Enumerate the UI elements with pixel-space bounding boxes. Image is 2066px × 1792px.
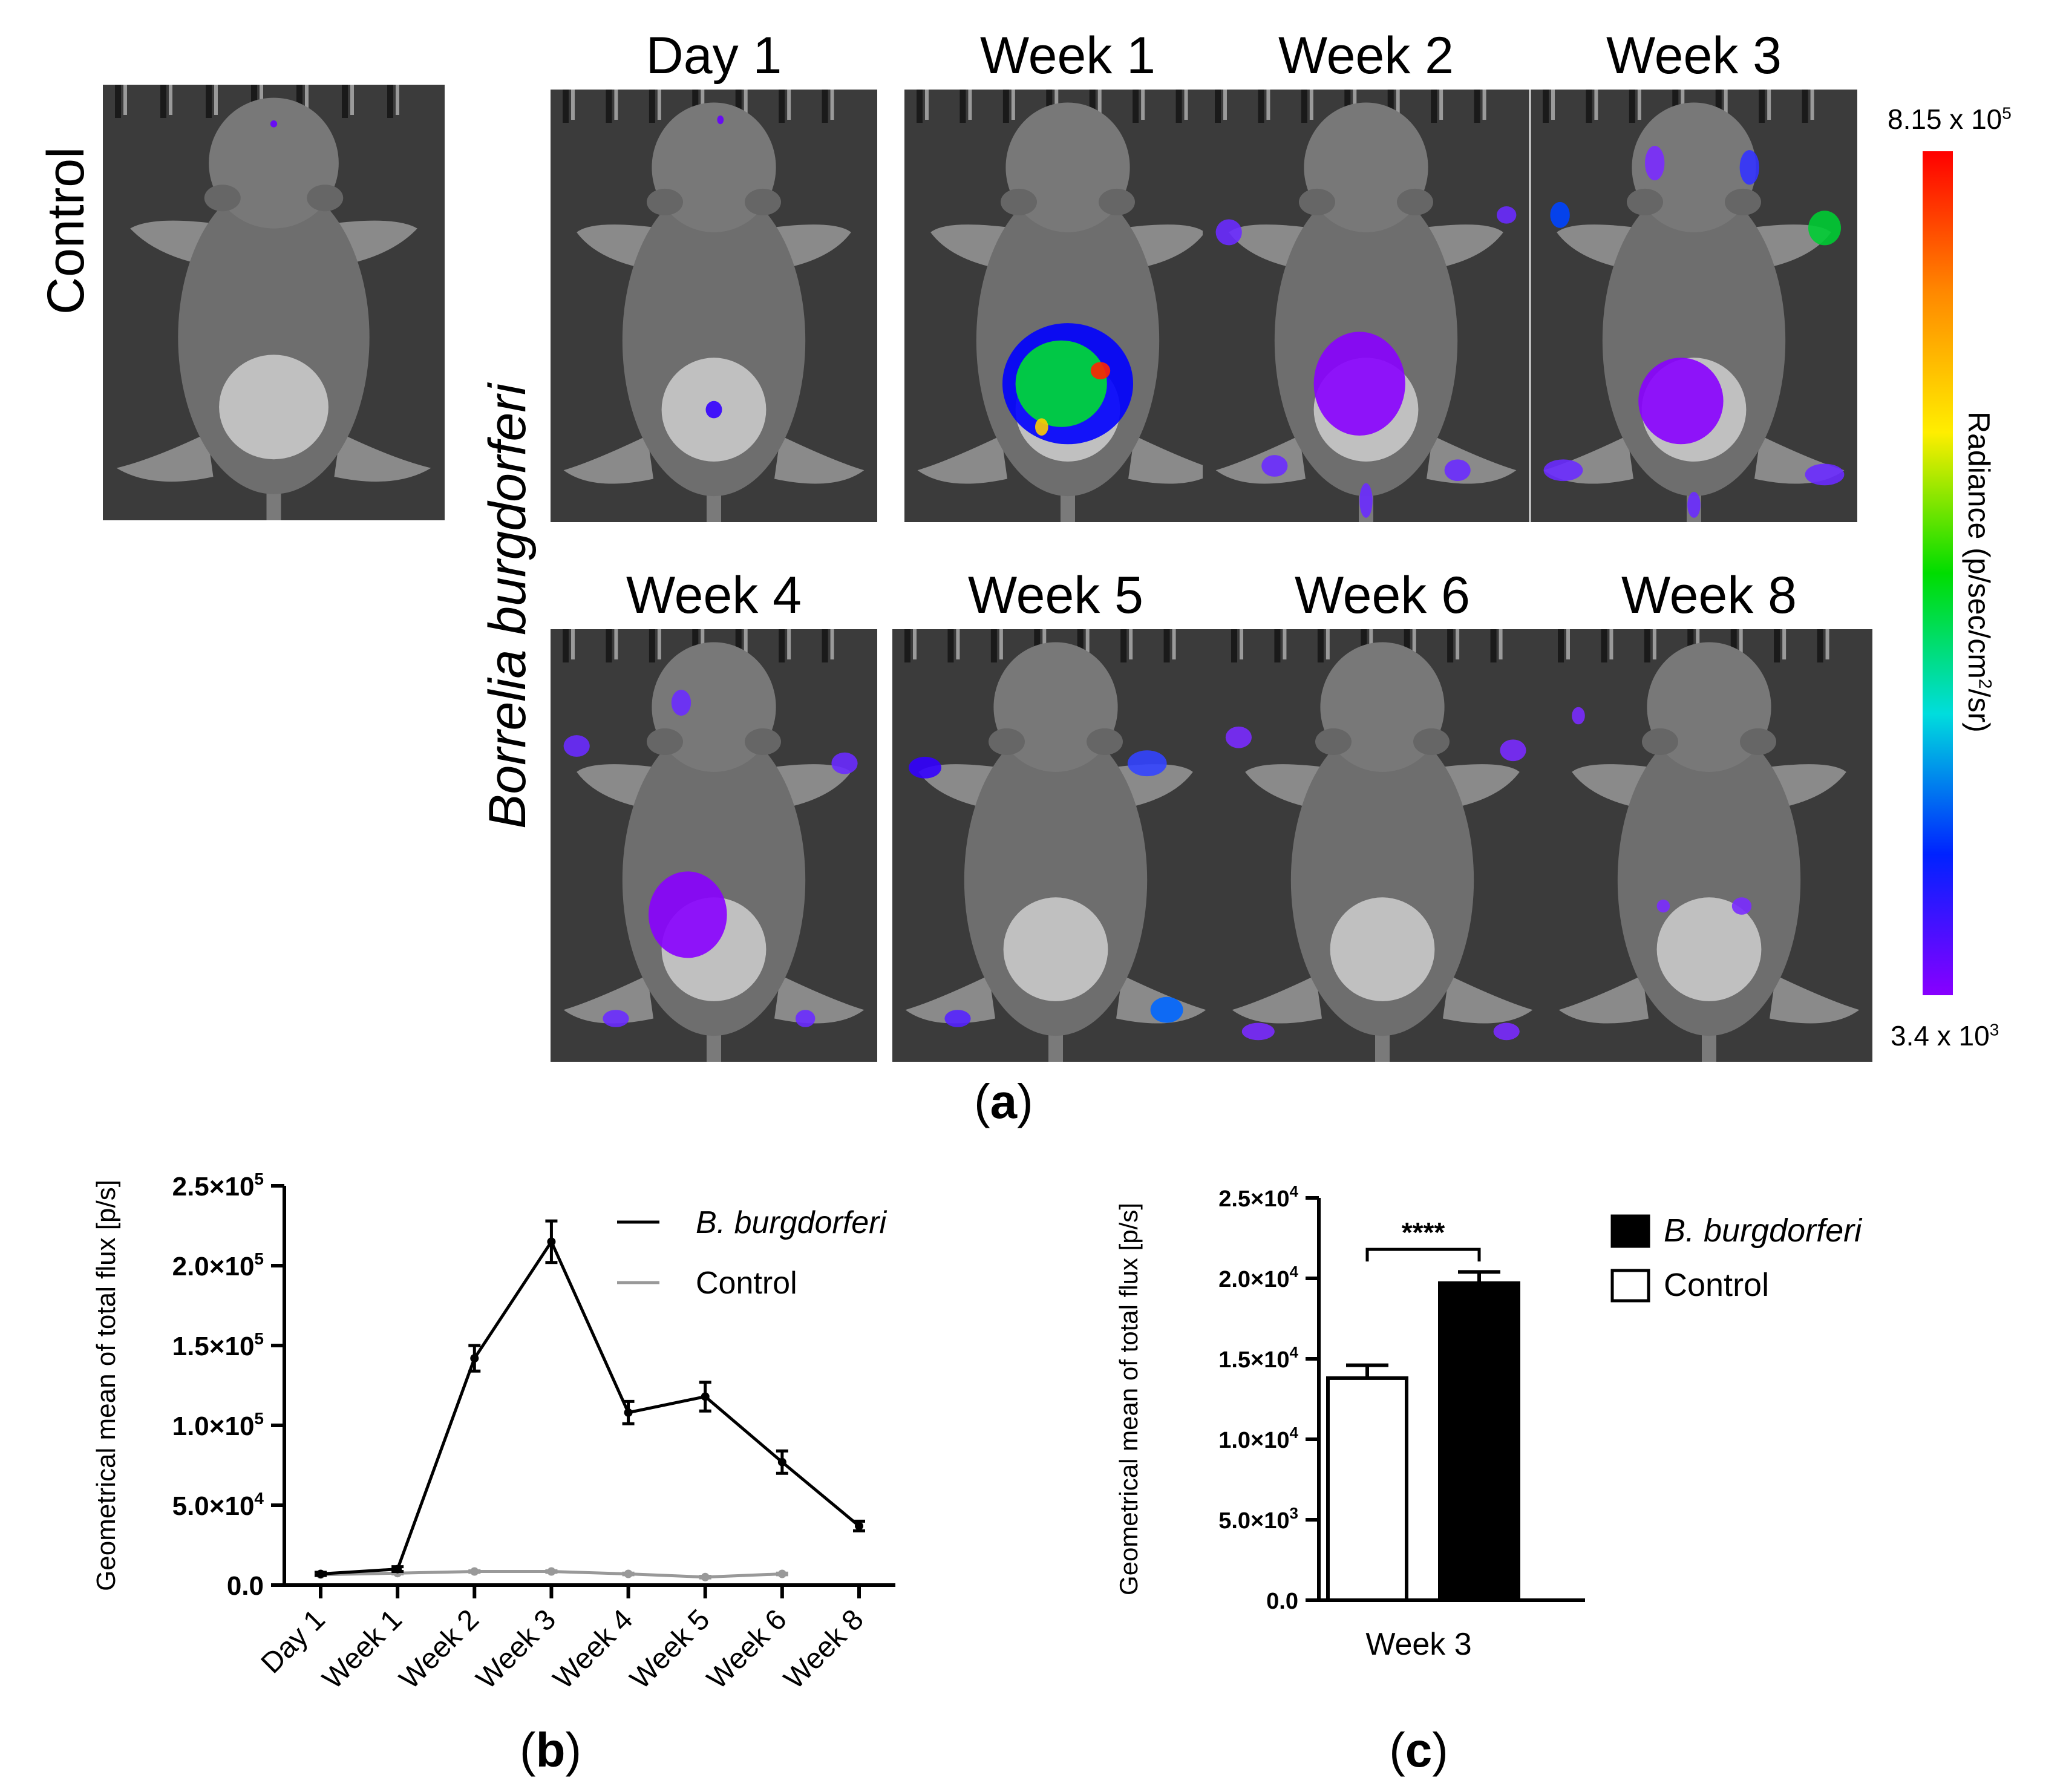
data-point-b-burgdorferi — [315, 1569, 327, 1578]
x-tick-label: Week 4 — [547, 1603, 639, 1695]
x-tick-label: Week 8 — [778, 1603, 870, 1695]
top-row-timepoint-label: Week 2 — [1278, 27, 1454, 85]
data-point-control — [776, 1569, 788, 1578]
y-tick-label: 0.0 — [227, 1571, 264, 1601]
mouse-silhouette — [1219, 629, 1546, 1062]
caption-b: (b) — [520, 1723, 581, 1777]
mouse-silhouette — [892, 629, 1219, 1062]
control-row-label: Control — [36, 73, 96, 315]
legend-swatch — [1610, 1269, 1650, 1303]
bottom-row-mouse-image — [1219, 629, 1546, 1062]
bottom-row-timepoint-label: Week 6 — [1295, 566, 1470, 624]
data-point-control — [699, 1572, 711, 1581]
data-point-b-burgdorferi — [699, 1381, 711, 1413]
y-tick-label: 0.0 — [1266, 1589, 1298, 1614]
data-point-b-burgdorferi — [622, 1399, 635, 1425]
significance-stars: **** — [1402, 1217, 1445, 1248]
colorbar-max-label: 8.15 x 105 — [1888, 103, 2012, 135]
bottom-row-mouse-image — [551, 629, 877, 1062]
legend-label: Control — [696, 1266, 797, 1301]
bottom-row-timepoint-label: Week 4 — [626, 566, 802, 624]
data-point-control — [545, 1567, 558, 1576]
x-tick-label: Week 3 — [470, 1603, 562, 1695]
data-point-control — [622, 1569, 635, 1578]
bottom-row-timepoint-label: Week 5 — [968, 566, 1143, 624]
mouse-silhouette — [904, 90, 1231, 522]
x-tick-label: Week 1 — [316, 1603, 408, 1695]
y-tick-label: 5.0×103 — [1218, 1504, 1298, 1534]
legend-label: B. burgdorferi — [1664, 1212, 1863, 1249]
bar-b-burgdorferi — [1438, 1270, 1520, 1603]
data-point-b-burgdorferi — [468, 1344, 481, 1373]
data-point-b-burgdorferi — [545, 1219, 558, 1264]
top-row-mouse-image — [551, 90, 877, 522]
axis-lines — [283, 1186, 895, 1587]
bottom-row-mouse-image — [1546, 629, 1872, 1062]
top-row-timepoint-label: Week 1 — [980, 27, 1156, 85]
y-tick-label: 2.0×104 — [1218, 1263, 1298, 1292]
data-point-b-burgdorferi — [391, 1565, 404, 1574]
legend-label: B. burgdorferi — [696, 1205, 887, 1240]
y-tick-label: 1.5×104 — [1218, 1343, 1298, 1373]
y-axis-title: Geometrical mean of total flux [p/s] — [91, 1180, 121, 1591]
species-label-text: Borrelia burgdorferi — [479, 383, 537, 829]
x-tick-label: Week 2 — [393, 1603, 485, 1695]
bottom-row-timepoint-label: Week 8 — [1621, 566, 1797, 624]
y-tick-label: 1.0×105 — [172, 1409, 264, 1441]
data-point-b-burgdorferi — [853, 1519, 865, 1532]
y-axis-title: Geometrical mean of total flux [p/s] — [1114, 1203, 1143, 1595]
colorbar-axis-title: Radiance (p/sec/cm2/sr) — [1962, 411, 1996, 733]
bar-control — [1326, 1363, 1408, 1602]
y-tick-label: 2.5×105 — [172, 1169, 264, 1202]
top-row-timepoint-label: Day 1 — [646, 27, 782, 85]
significance-bracket — [1365, 1248, 1481, 1262]
caption-c: (c) — [1389, 1723, 1448, 1777]
top-row-mouse-image — [904, 90, 1231, 522]
control-mouse-image — [103, 85, 445, 520]
bar-chart-c: 0.0 5.0×103 1.0×104 1.5×104 2.0×104 2.5×104 Ge… — [1114, 1182, 1863, 1777]
y-tick-label: 5.0×104 — [172, 1489, 264, 1521]
x-tick-label: Week 6 — [701, 1603, 793, 1695]
colorbar-min-label: 3.4 x 103 — [1891, 1020, 1999, 1051]
caption-a: (a) — [974, 1074, 1033, 1128]
colorbar — [1923, 151, 1953, 995]
y-tick-label: 2.5×104 — [1218, 1182, 1298, 1212]
mouse-silhouette — [551, 629, 877, 1062]
y-tick-label: 1.0×104 — [1218, 1424, 1298, 1453]
control-label-text: Control — [37, 146, 95, 315]
bottom-row-mouse-image — [892, 629, 1219, 1062]
x-tick-label: Week 5 — [624, 1603, 716, 1695]
mouse-silhouette — [103, 85, 445, 520]
mouse-silhouette — [1546, 629, 1872, 1062]
y-tick-label: 2.0×105 — [172, 1249, 264, 1281]
mouse-silhouette — [1203, 90, 1529, 522]
data-point-control — [468, 1567, 481, 1576]
data-point-b-burgdorferi — [776, 1449, 788, 1475]
legend-label: Control — [1664, 1267, 1769, 1303]
x-axis-label: Week 3 — [1365, 1627, 1471, 1662]
top-row-mouse-image — [1203, 90, 1529, 522]
top-row-mouse-image — [1531, 90, 1857, 522]
y-tick-label: 1.5×105 — [172, 1329, 264, 1361]
line-chart-b: 0.05.0×1041.0×1051.5×1052.0×1052.5×105Da… — [91, 1169, 895, 1777]
legend-swatch — [1610, 1214, 1650, 1248]
mouse-silhouette — [551, 90, 877, 522]
species-row-label: Borrelia burgdorferi — [478, 284, 538, 829]
mouse-silhouette — [1531, 90, 1857, 522]
series-line-b-burgdorferi — [320, 1238, 860, 1576]
top-row-timepoint-label: Week 3 — [1606, 27, 1782, 85]
